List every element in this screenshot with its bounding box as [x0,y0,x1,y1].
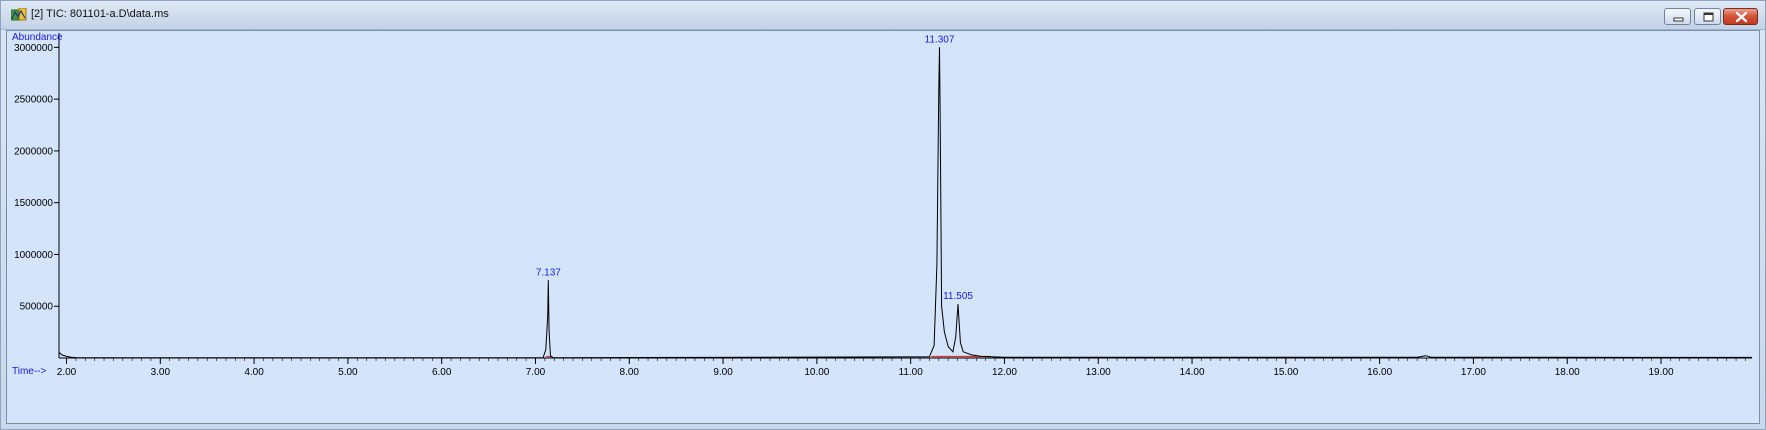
y-axis-title: Abundance [12,32,63,43]
tic-trace-point [938,88,940,90]
tic-trace-point [550,355,551,357]
tic-trace-point [548,280,549,281]
tic-trace-point [939,119,941,121]
y-tick-label-3: 2000000 [14,146,53,157]
x-tick-label-10: 12.00 [992,367,1017,378]
x-tick-label-11: 13.00 [1086,367,1111,378]
x-tick-label-0: 2.00 [57,367,77,378]
x-tick-label-3: 5.00 [338,367,358,378]
tic-trace-point [75,357,77,358]
restore-icon [1703,12,1714,22]
tic-trace-point [947,346,949,347]
close-button[interactable] [1723,8,1758,25]
tic-trace-line [58,47,1753,359]
tic-trace-point [548,331,550,333]
y-tick-label-5: 3000000 [14,43,53,54]
tic-trace-point [1004,356,1005,358]
tic-trace-point [66,356,67,357]
window-title: [2] TIC: 801101-a.D\data.ms [31,8,169,20]
x-tick-label-5: 7.00 [526,367,546,378]
tic-trace-point [952,351,954,353]
x-tick-label-15: 17.00 [1461,367,1486,378]
tic-chromatogram-chart: Abundance Time--> 500000 1000000 1500000 2000… [12,32,1753,378]
tic-trace-point [955,336,956,338]
tic-trace-point [61,354,63,356]
y-tick-label-2: 1500000 [14,198,53,209]
tic-trace-point [971,354,972,356]
x-tick-label-9: 11.00 [899,367,924,378]
tic-trace-point [929,356,930,358]
peak-label-7-137: 7.137 [536,267,561,278]
tic-trace-point [1430,356,1432,358]
tic-trace-point [960,342,961,343]
tic-trace-point [552,357,554,358]
peak-label-11-307: 11.307 [925,34,955,45]
tic-trace-point [936,264,938,266]
tic-trace-point [1416,356,1418,358]
minimize-icon [1673,17,1684,22]
restore-button[interactable] [1694,8,1721,25]
x-axis-title: Time--> [12,366,47,377]
tic-trace-point [542,357,544,359]
tic-trace-point [1425,355,1426,357]
chromatogram-app-icon [11,8,27,21]
tic-trace-point [547,316,548,317]
tic-trace-point [980,356,982,357]
x-tick-label-14: 16.00 [1367,367,1392,378]
tic-trace-point [941,305,942,307]
x-tick-label-13: 15.00 [1273,367,1298,378]
y-tick-label-1: 1000000 [14,250,53,261]
tic-trace-point [1751,357,1753,358]
tic-trace-point [58,352,60,353]
x-tick-label-1: 3.00 [151,367,171,378]
tic-trace-point [944,331,945,333]
y-tick-label-0: 500000 [20,302,54,313]
x-tick-label-7: 9.00 [713,367,733,378]
x-tick-label-16: 18.00 [1555,367,1580,378]
x-tick-label-4: 6.00 [432,367,452,378]
tic-trace-point [933,345,935,346]
x-tick-label-17: 19.00 [1649,367,1674,378]
close-icon [1735,11,1748,23]
y-tick-label-4: 2500000 [14,95,53,106]
peak-label-11-505: 11.505 [943,291,973,302]
x-tick-label-6: 8.00 [620,367,640,378]
tic-trace-point [70,356,72,358]
x-tick-label-2: 4.00 [244,367,264,378]
minimize-button[interactable] [1664,8,1691,25]
tic-trace-point [962,351,964,353]
tic-trace-point [545,349,547,351]
title-bar[interactable]: [2] TIC: 801101-a.D\data.ms [1,1,1765,30]
tic-trace-point [939,47,940,48]
tic-trace-point [957,303,959,305]
x-tick-label-12: 14.00 [1180,367,1205,378]
x-tick-label-8: 10.00 [804,367,829,378]
plot-area[interactable]: Abundance Time--> 500000 1000000 1500000 2000… [6,30,1760,424]
tic-trace-point [84,357,86,359]
